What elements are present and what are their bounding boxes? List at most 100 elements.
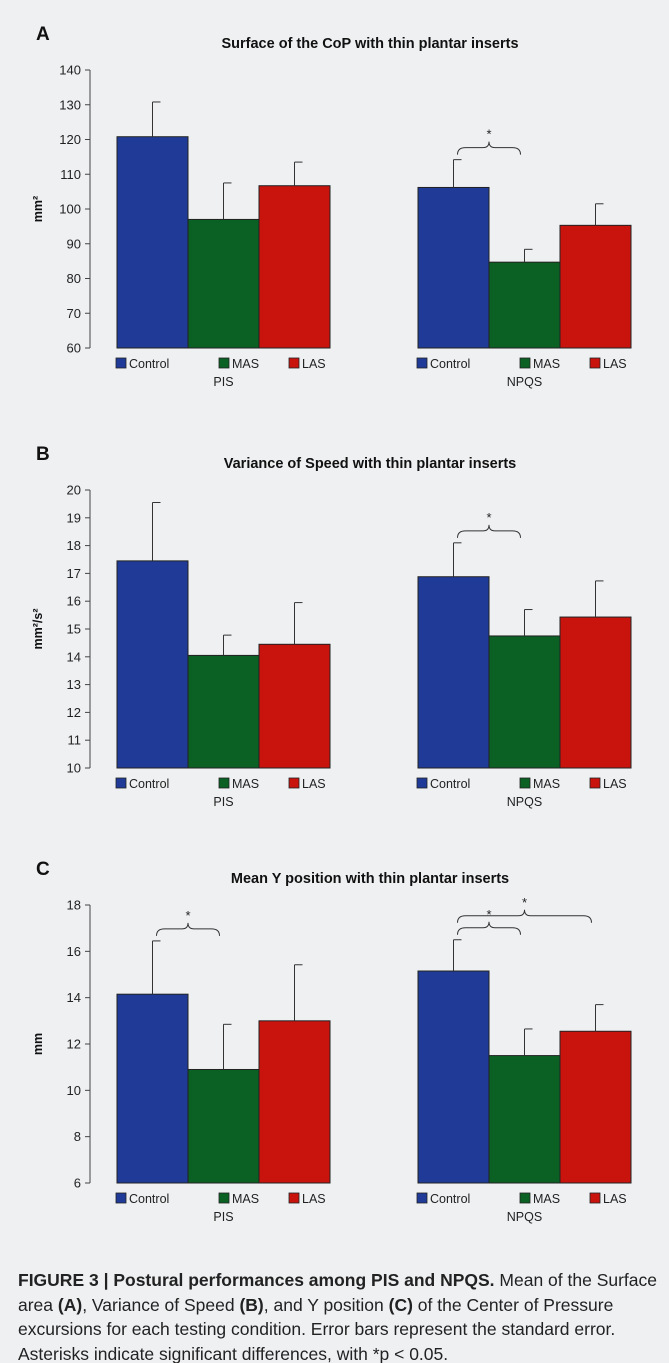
significance-bracket [457, 141, 521, 155]
y-tick-label: 80 [67, 271, 81, 286]
legend-swatch-las [589, 1192, 601, 1204]
bar-las [559, 224, 632, 349]
legend-swatch-las [288, 1192, 300, 1204]
y-tick-label: 140 [59, 63, 81, 78]
bar-control [116, 993, 189, 1184]
legend-swatch-mas [519, 777, 531, 789]
legend-label-mas: MAS [533, 1192, 560, 1206]
y-tick-label: 8 [74, 1129, 81, 1144]
group-label: PIS [213, 1210, 233, 1224]
y-axis-label: mm²/s² [31, 609, 45, 650]
legend-label-las: LAS [302, 777, 326, 791]
legend-label-control: Control [430, 777, 470, 791]
y-tick-label: 18 [67, 538, 81, 553]
significance-bracket [457, 909, 592, 923]
bar-mas [187, 654, 260, 769]
bar-control [116, 136, 189, 349]
y-tick-label: 100 [59, 202, 81, 217]
legend-label-las: LAS [302, 1192, 326, 1206]
bar-mas [488, 1055, 561, 1184]
caption-text-3: , and Y position [263, 1294, 389, 1315]
y-tick-label: 18 [67, 898, 81, 913]
panel-letter: B [36, 444, 50, 465]
legend-label-control: Control [129, 777, 169, 791]
group-label: NPQS [507, 795, 542, 809]
y-tick-label: 12 [67, 705, 81, 720]
y-tick-label: 6 [74, 1176, 81, 1191]
bar-las [258, 1020, 331, 1184]
y-tick-label: 60 [67, 341, 81, 356]
legend-label-control: Control [129, 357, 169, 371]
caption-ref-c: (C) [388, 1294, 413, 1315]
significance-label: * [486, 907, 491, 922]
bar-mas [187, 218, 260, 349]
legend-label-mas: MAS [232, 777, 259, 791]
y-axis-label: mm [31, 1033, 45, 1055]
panel-a-chart: A Surface of the CoP with thin plantar in… [31, 24, 632, 389]
panel-c-chart: C Mean Y position with thin plantar inser… [31, 859, 632, 1224]
bar-control [417, 970, 490, 1184]
y-tick-label: 13 [67, 677, 81, 692]
significance-label: * [486, 127, 491, 142]
y-tick-label: 10 [67, 761, 81, 776]
group-label: NPQS [507, 375, 542, 389]
caption-pvalue: *p < 0.05. [372, 1343, 449, 1363]
y-tick-label: 20 [67, 483, 81, 498]
bar-las [559, 1030, 632, 1184]
legend-label-mas: MAS [533, 777, 560, 791]
caption-ref-a: (A) [57, 1294, 83, 1315]
y-tick-label: 11 [68, 733, 82, 748]
legend-swatch-control [416, 777, 428, 789]
y-tick-label: 14 [67, 990, 81, 1005]
legend-label-las: LAS [603, 1192, 627, 1206]
panel-letter: C [36, 859, 50, 880]
legend-swatch-control [115, 1192, 127, 1204]
legend-label-control: Control [129, 1192, 169, 1206]
legend-swatch-las [288, 777, 300, 789]
legend-swatch-las [589, 777, 601, 789]
y-tick-label: 70 [67, 306, 81, 321]
figure-caption: FIGURE 3 | Postural performances among P… [18, 1268, 658, 1363]
legend-label-mas: MAS [232, 1192, 259, 1206]
caption-ref-b: (B) [239, 1294, 264, 1315]
panel-b-chart: B Variance of Speed with thin plantar ins… [31, 444, 632, 809]
legend-swatch-control [115, 777, 127, 789]
legend-swatch-control [416, 1192, 428, 1204]
legend-swatch-mas [218, 1192, 230, 1204]
y-tick-label: 110 [60, 167, 81, 182]
chart-title: Mean Y position with thin plantar insert… [231, 871, 509, 887]
legend-label-control: Control [430, 357, 470, 371]
y-tick-label: 16 [67, 594, 81, 609]
y-axis-label: mm² [31, 196, 45, 222]
y-tick-label: 10 [67, 1083, 81, 1098]
chart-title: Variance of Speed with thin plantar inse… [224, 456, 517, 472]
legend-swatch-mas [519, 1192, 531, 1204]
significance-label: * [185, 908, 190, 923]
bar-las [258, 643, 331, 769]
significance-bracket [457, 921, 521, 935]
legend-swatch-las [589, 357, 601, 369]
y-tick-label: 14 [67, 649, 81, 664]
y-tick-label: 90 [67, 236, 81, 251]
legend-swatch-las [288, 357, 300, 369]
significance-bracket [156, 922, 220, 936]
legend-label-mas: MAS [232, 357, 259, 371]
y-tick-label: 130 [59, 97, 81, 112]
chart-title: Surface of the CoP with thin plantar ins… [221, 36, 518, 52]
legend-label-las: LAS [302, 357, 326, 371]
legend-swatch-mas [519, 357, 531, 369]
legend-swatch-mas [218, 357, 230, 369]
legend-label-mas: MAS [533, 357, 560, 371]
panel-letter: A [36, 24, 50, 45]
caption-text-2: , Variance of Speed [82, 1294, 240, 1315]
bar-mas [488, 261, 561, 349]
legend-label-las: LAS [603, 777, 627, 791]
bar-mas [187, 1068, 260, 1184]
bar-control [417, 576, 490, 769]
group-label: PIS [213, 795, 233, 809]
group-label: NPQS [507, 1210, 542, 1224]
legend-label-las: LAS [603, 357, 627, 371]
y-tick-label: 19 [67, 510, 81, 525]
y-tick-label: 120 [59, 132, 81, 147]
bar-control [417, 186, 490, 349]
